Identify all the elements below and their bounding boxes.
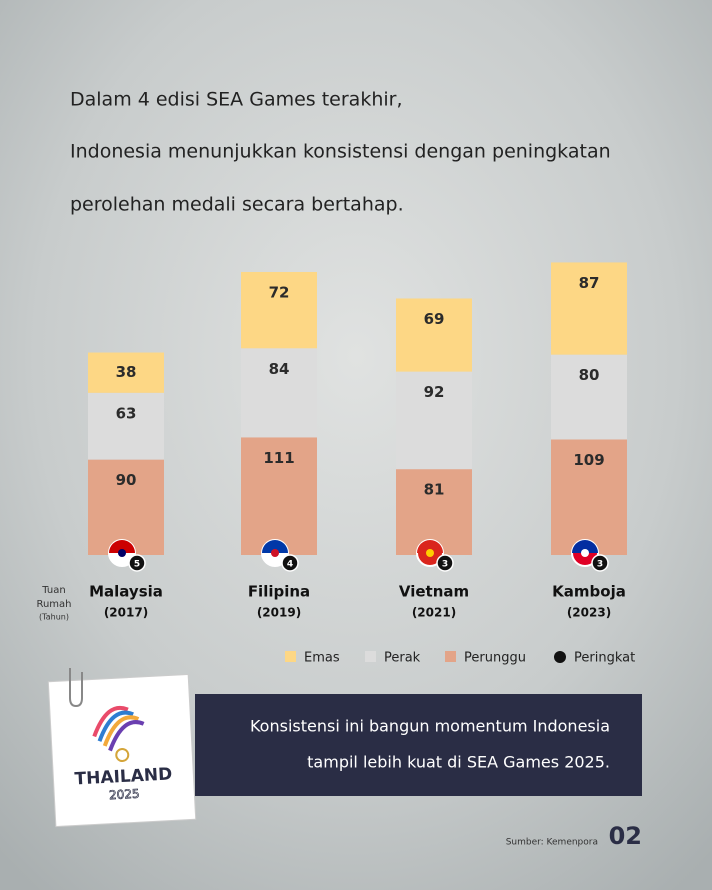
flag [426,549,434,557]
bar-segment [396,371,472,470]
bar-segment [241,271,317,349]
value-label: 92 [424,383,445,401]
flag [581,549,589,557]
value-label: 72 [269,283,290,301]
year-label: (2021) [412,606,456,620]
flag [271,549,279,557]
host-label: Rumah [36,599,71,610]
value-label: 111 [263,449,294,467]
rank-label: 4 [287,560,293,570]
category-label: Vietnam [399,583,469,601]
headline: Dalam 4 edisi SEA Games terakhir, [70,89,403,111]
value-label: 90 [116,471,137,489]
logo-year: 2025 [109,787,140,803]
value-label: 69 [424,310,445,328]
bar-segment [551,439,627,555]
rank-badge [281,554,299,572]
legend-label: Perak [384,651,421,666]
bar-segment [241,348,317,438]
bar-segment [88,352,164,393]
rank-label: 3 [597,560,603,570]
flag [109,540,135,553]
flag [118,549,126,557]
value-label: 38 [116,363,137,381]
source: Sumber: Kemenpora [506,838,598,848]
host-label: Tuan [41,585,65,596]
flag [417,540,443,553]
flag [572,540,598,553]
value-label: 84 [269,360,290,378]
value-label: 81 [424,481,445,499]
legend-label: Emas [304,651,340,666]
headline: Indonesia menunjukkan konsistensi dengan… [70,141,611,163]
bar-segment [396,298,472,372]
rank-badge [436,554,454,572]
legend-swatch [445,651,456,662]
host-label: (Tahun) [39,613,69,622]
bar-segment [551,354,627,440]
bar-segment [88,392,164,460]
legend-label: Perunggu [464,651,526,666]
value-label: 80 [579,366,600,384]
bar-segment [241,437,317,555]
paperclip [69,668,83,708]
page-number: 02 [609,822,642,850]
logo-ring [115,747,130,762]
headline: perolehan medali secara bertahap. [70,194,404,216]
rank-badge [128,554,146,572]
value-label: 109 [573,451,604,469]
category-label: Kamboja [552,583,626,601]
legend-swatch [554,651,566,663]
bar-segment [551,262,627,355]
year-label: (2023) [567,606,611,620]
callout-box [195,694,642,796]
bar-segment [88,459,164,555]
flag [262,540,288,553]
rank-label: 3 [442,560,448,570]
rank-badge [591,554,609,572]
card [47,673,197,828]
legend-swatch [365,651,376,662]
callout-text: Konsistensi ini bangun momentum Indonesi… [250,717,610,736]
value-label: 87 [579,274,600,292]
legend-swatch [285,651,296,662]
category-label: Filipina [248,583,310,601]
callout-text: tampil lebih kuat di SEA Games 2025. [307,753,610,772]
value-label: 63 [116,404,137,422]
rank-label: 5 [134,560,140,570]
year-label: (2017) [104,606,148,620]
logo-mark [92,705,145,752]
legend-label: Peringkat [574,651,635,666]
logo-card: THAILAND 2025 [47,673,197,828]
category-label: Malaysia [89,583,163,601]
year-label: (2019) [257,606,301,620]
